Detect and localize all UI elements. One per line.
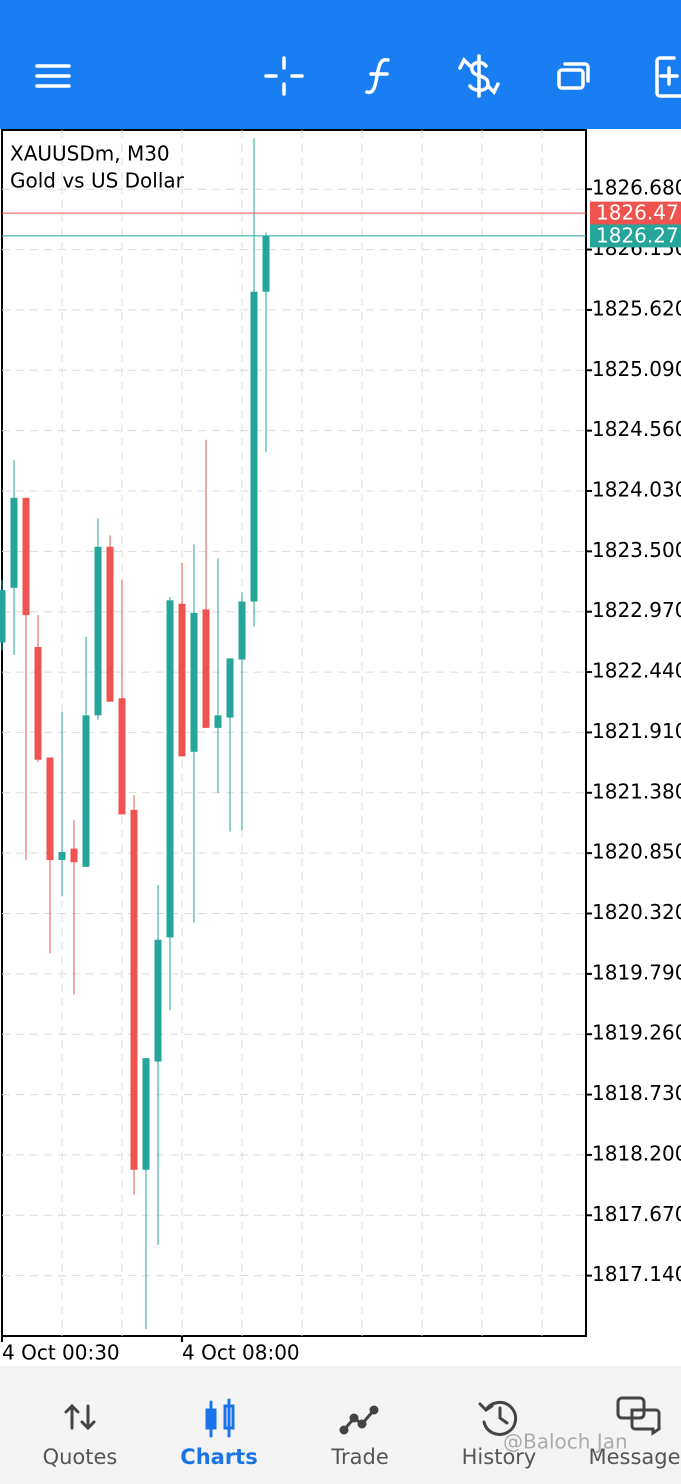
nav-label[interactable]: Trade: [330, 1445, 389, 1469]
y-tick-label: 1824.560: [592, 417, 681, 441]
x-tick-label: 4 Oct 00:30: [2, 1341, 120, 1365]
candle-body: [142, 1058, 150, 1170]
y-tick-label: 1823.500: [592, 538, 681, 562]
candle-body: [58, 852, 66, 860]
candles: [0, 137, 586, 1330]
candle-body: [226, 658, 234, 718]
y-tick-label: 1819.790: [592, 960, 681, 984]
y-tick-label: 1825.090: [592, 357, 681, 381]
candle-body: [190, 612, 198, 752]
candle-body: [178, 603, 186, 757]
quotes-icon[interactable]: [64, 1403, 96, 1431]
candle-body: [34, 647, 42, 760]
nav-label[interactable]: History: [462, 1445, 537, 1469]
charts-icon[interactable]: [205, 1398, 235, 1438]
axis: 1826.6801826.1501825.6201825.0901824.560…: [1, 176, 681, 1365]
x-tick-label: 4 Oct 08:00: [182, 1341, 300, 1365]
nav-label[interactable]: Quotes: [43, 1445, 118, 1469]
candle-body: [82, 715, 90, 867]
y-tick-label: 1817.140: [592, 1262, 681, 1286]
add-chart-button[interactable]: [655, 56, 681, 98]
y-tick-label: 1825.620: [592, 296, 681, 320]
candle-body: [118, 698, 126, 815]
candle-body: [10, 497, 18, 588]
candle-body: [238, 601, 246, 660]
candle-body: [106, 546, 114, 702]
ask-label: 1826.27: [596, 223, 679, 247]
menu-button[interactable]: [35, 64, 71, 88]
trade-button[interactable]: [458, 54, 500, 98]
y-tick-label: 1822.440: [592, 659, 681, 683]
candle-body: [154, 939, 162, 1062]
crosshair-button[interactable]: [264, 56, 304, 96]
indicators-button[interactable]: [365, 57, 390, 95]
bid-tag: [590, 201, 681, 225]
candle-body: [130, 809, 138, 1170]
trade-icon[interactable]: [339, 1405, 379, 1435]
candle-body: [46, 757, 54, 860]
chart-subtitle: Gold vs US Dollar: [10, 169, 185, 193]
candle-body: [202, 609, 210, 728]
candle-body: [166, 600, 174, 938]
candle-body: [214, 715, 222, 728]
nav-label[interactable]: Messages: [589, 1445, 681, 1469]
bottom-nav: [0, 1366, 681, 1484]
candle-body: [22, 497, 30, 616]
windows-button[interactable]: [557, 62, 590, 90]
y-tick-label: 1821.380: [592, 779, 681, 803]
y-tick-label: 1822.970: [592, 598, 681, 622]
candle-body: [250, 291, 258, 602]
y-tick-label: 1818.200: [592, 1141, 681, 1165]
toolbar-icons: [35, 54, 681, 98]
nav-label[interactable]: Charts: [180, 1445, 257, 1469]
bid-label: 1826.47: [596, 201, 679, 225]
nav-labels: Quotes Charts Trade History Messages: [43, 1445, 681, 1469]
candle-body: [94, 546, 102, 716]
y-tick-label: 1819.260: [592, 1021, 681, 1045]
ask-tag: [590, 224, 681, 248]
watermark: @Baloch Jan: [503, 1430, 628, 1454]
y-tick-label: 1824.030: [592, 478, 681, 502]
nav-icons: [64, 1396, 661, 1438]
y-tick-label: 1817.670: [592, 1202, 681, 1226]
candle-body: [262, 235, 270, 292]
history-icon[interactable]: [478, 1400, 518, 1436]
chart-title: XAUUSDm, M30: [10, 142, 170, 166]
plot-frame: [1, 129, 587, 1337]
y-tick-label: 1821.910: [592, 719, 681, 743]
y-tick-label: 1826.680: [592, 176, 681, 200]
candle-body: [0, 590, 6, 643]
y-tick-label: 1818.730: [592, 1081, 681, 1105]
y-tick-label: 1820.850: [592, 840, 681, 864]
y-tick-label: 1820.320: [592, 900, 681, 924]
messages-icon[interactable]: [616, 1396, 661, 1436]
candle-body: [70, 848, 78, 863]
